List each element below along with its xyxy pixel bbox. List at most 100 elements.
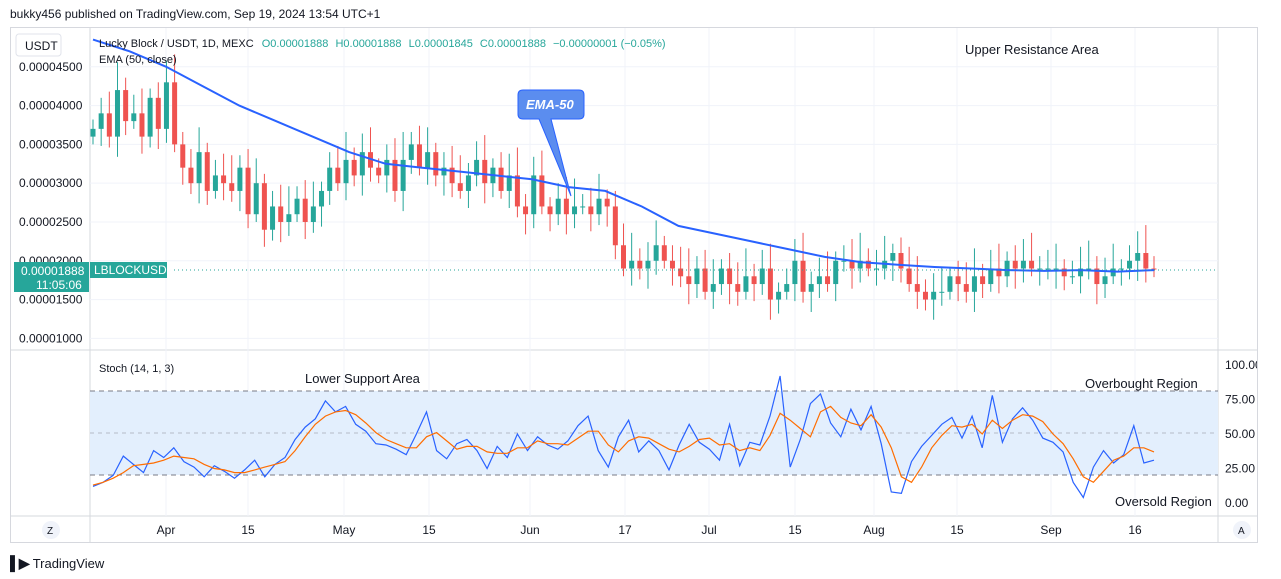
- candle-body[interactable]: [1151, 268, 1157, 270]
- candle-body[interactable]: [759, 268, 765, 285]
- candle-body[interactable]: [743, 276, 749, 292]
- candle-body[interactable]: [914, 284, 920, 292]
- candle-body[interactable]: [629, 260, 635, 269]
- candle-body[interactable]: [710, 284, 716, 292]
- candle-body[interactable]: [539, 175, 545, 207]
- candle-body[interactable]: [784, 284, 790, 292]
- candle-body[interactable]: [465, 175, 471, 191]
- candle-body[interactable]: [106, 113, 112, 137]
- ema-50-line[interactable]: [92, 38, 1155, 273]
- auto-scale-button[interactable]: [1233, 521, 1251, 539]
- candle-body[interactable]: [865, 260, 871, 269]
- candle-body[interactable]: [580, 206, 586, 208]
- candle-body[interactable]: [604, 198, 610, 207]
- candle-body[interactable]: [1045, 268, 1051, 270]
- candle-body[interactable]: [1078, 268, 1084, 277]
- candle-body[interactable]: [245, 167, 251, 215]
- candle-body[interactable]: [212, 175, 218, 191]
- candle-body[interactable]: [351, 159, 357, 176]
- candle-body[interactable]: [482, 159, 488, 184]
- candle-body[interactable]: [849, 260, 855, 269]
- candle-body[interactable]: [498, 167, 504, 191]
- candle-body[interactable]: [155, 97, 161, 129]
- candle-body[interactable]: [180, 144, 186, 168]
- stoch-k-line[interactable]: [92, 375, 1155, 499]
- candle-body[interactable]: [808, 284, 814, 292]
- candle-body[interactable]: [286, 214, 292, 222]
- candle-body[interactable]: [204, 152, 210, 191]
- candle-body[interactable]: [139, 113, 145, 137]
- candle-body[interactable]: [947, 276, 953, 292]
- candle-body[interactable]: [1020, 260, 1026, 269]
- candle-body[interactable]: [319, 190, 325, 207]
- candle-body[interactable]: [278, 206, 284, 222]
- candle-body[interactable]: [816, 276, 822, 285]
- candle-body[interactable]: [172, 82, 178, 145]
- candle-body[interactable]: [400, 159, 406, 191]
- candle-body[interactable]: [221, 175, 227, 184]
- candle-body[interactable]: [123, 90, 129, 122]
- candle-body[interactable]: [963, 284, 969, 292]
- candle-body[interactable]: [669, 260, 675, 269]
- candle-body[interactable]: [637, 260, 643, 269]
- candle-body[interactable]: [621, 245, 626, 269]
- candle-body[interactable]: [939, 291, 945, 293]
- candle-body[interactable]: [996, 268, 1002, 277]
- candle-body[interactable]: [555, 198, 561, 215]
- candle-body[interactable]: [474, 159, 480, 176]
- candle-body[interactable]: [1053, 268, 1059, 270]
- candle-body[interactable]: [359, 152, 365, 176]
- candle-body[interactable]: [457, 183, 463, 191]
- stoch-d-line[interactable]: [92, 405, 1155, 486]
- candle-body[interactable]: [1102, 276, 1108, 285]
- candle-body[interactable]: [408, 144, 414, 160]
- candle-body[interactable]: [857, 260, 863, 269]
- candle-body[interactable]: [890, 253, 896, 261]
- candle-body[interactable]: [261, 183, 267, 230]
- candle-body[interactable]: [1135, 253, 1141, 261]
- candle-body[interactable]: [376, 167, 382, 176]
- candle-body[interactable]: [253, 183, 259, 215]
- candle-body[interactable]: [776, 291, 782, 300]
- candle-body[interactable]: [196, 152, 202, 184]
- candle-body[interactable]: [343, 159, 349, 184]
- candle-body[interactable]: [694, 268, 700, 285]
- candle-body[interactable]: [922, 291, 928, 300]
- candle-body[interactable]: [833, 260, 839, 285]
- candle-body[interactable]: [188, 167, 194, 184]
- candle-body[interactable]: [147, 97, 153, 137]
- candle-body[interactable]: [1061, 268, 1067, 277]
- candle-body[interactable]: [661, 245, 667, 261]
- candle-body[interactable]: [751, 276, 757, 285]
- candle-body[interactable]: [327, 167, 333, 191]
- candle-body[interactable]: [131, 113, 137, 122]
- candle-body[interactable]: [310, 206, 316, 222]
- candle-body[interactable]: [1004, 260, 1010, 277]
- candle-body[interactable]: [237, 167, 243, 191]
- ema-legend[interactable]: EMA (50, close): [99, 54, 177, 66]
- candle-body[interactable]: [841, 260, 847, 262]
- candle-body[interactable]: [449, 167, 455, 184]
- candle-body[interactable]: [988, 268, 994, 285]
- candle-body[interactable]: [572, 206, 578, 215]
- candle-body[interactable]: [335, 167, 341, 184]
- candle-body[interactable]: [416, 144, 422, 168]
- candle-body[interactable]: [1127, 260, 1133, 269]
- candle-body[interactable]: [392, 159, 398, 191]
- candle-body[interactable]: [547, 206, 553, 215]
- left-scale-button[interactable]: [42, 521, 60, 539]
- candle-body[interactable]: [523, 206, 529, 215]
- candle-body[interactable]: [767, 268, 773, 300]
- time-axis[interactable]: Apr 15 May 15 Jun 17 Jul 15 Aug 15 Sep 16: [157, 523, 1142, 537]
- candle-body[interactable]: [588, 206, 594, 215]
- price-axis[interactable]: 0.00004500 0.00004000 0.00003500 0.00003000…: [19, 60, 83, 346]
- candle-body[interactable]: [792, 260, 798, 285]
- candle-body[interactable]: [441, 167, 447, 176]
- candle-body[interactable]: [1094, 268, 1100, 285]
- candle-body[interactable]: [1143, 253, 1149, 269]
- candle-body[interactable]: [98, 113, 104, 129]
- tradingview-logo[interactable]: ▌▶ TradingView: [10, 555, 104, 572]
- candle-body[interactable]: [270, 206, 276, 230]
- candle-body[interactable]: [1029, 260, 1035, 269]
- candle-body[interactable]: [874, 268, 880, 270]
